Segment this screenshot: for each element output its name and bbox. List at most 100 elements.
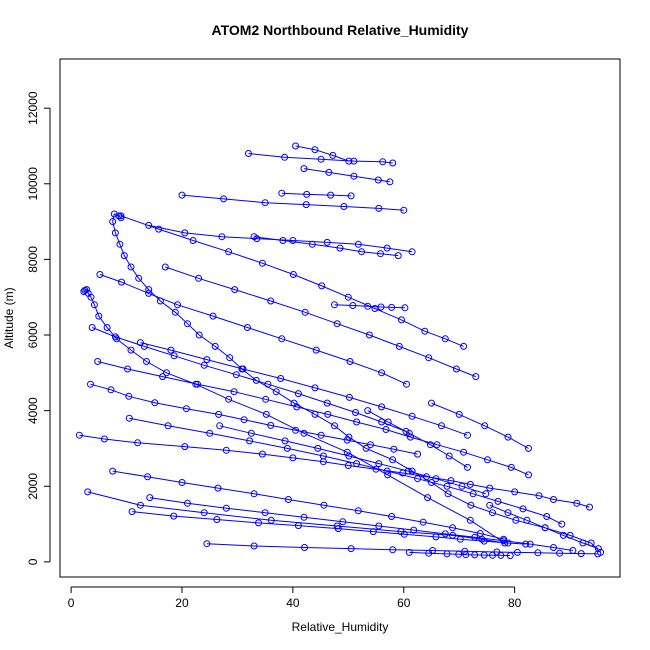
- data-point: [414, 475, 422, 483]
- data-point: [480, 551, 488, 559]
- series-line: [367, 410, 468, 468]
- data-point: [178, 479, 186, 486]
- data-point: [300, 165, 308, 173]
- data-point: [343, 436, 351, 444]
- data-point: [125, 414, 133, 422]
- data-point: [464, 463, 471, 471]
- data-point: [523, 516, 531, 524]
- series-line: [129, 417, 563, 525]
- data-point: [534, 549, 542, 557]
- chart-title: ATOM2 Northbound Relative_Humidity: [212, 22, 469, 38]
- data-point: [344, 293, 352, 301]
- series-line: [92, 327, 407, 432]
- data-point: [377, 250, 384, 258]
- series-line: [165, 266, 476, 378]
- data-point: [400, 206, 408, 214]
- data-point: [389, 456, 397, 464]
- data-point: [347, 192, 355, 200]
- series-21: [136, 339, 471, 439]
- data-point: [267, 421, 275, 429]
- data-point: [400, 530, 408, 538]
- data-point: [388, 303, 396, 311]
- data-point: [216, 422, 224, 430]
- data-point: [267, 297, 275, 305]
- data-point: [124, 365, 132, 373]
- data-point: [239, 365, 247, 373]
- series-line: [181, 194, 404, 211]
- y-tick-label: 12000: [26, 91, 40, 125]
- data-point: [455, 550, 463, 558]
- data-point: [421, 327, 429, 335]
- data-point: [319, 452, 327, 460]
- data-point: [410, 526, 418, 534]
- series-18: [146, 494, 577, 554]
- series-line: [248, 153, 393, 164]
- data-point: [362, 444, 370, 452]
- data-point: [311, 146, 319, 154]
- data-point: [443, 482, 451, 490]
- series-layer: [75, 142, 605, 560]
- data-point: [389, 546, 397, 554]
- data-point: [467, 501, 475, 509]
- data-point: [90, 301, 98, 309]
- data-point: [107, 386, 115, 394]
- data-point: [379, 158, 387, 166]
- data-point: [512, 516, 520, 524]
- data-point: [445, 452, 453, 460]
- data-point: [293, 403, 301, 411]
- data-point: [403, 380, 410, 388]
- data-point: [511, 488, 519, 496]
- data-point: [200, 361, 208, 369]
- data-point: [281, 437, 289, 445]
- data-point: [178, 191, 186, 199]
- data-point: [159, 373, 167, 381]
- data-point: [111, 229, 119, 237]
- series-9: [145, 221, 416, 256]
- data-point: [550, 496, 557, 503]
- data-point: [184, 320, 191, 328]
- y-tick-label: 4000: [26, 397, 40, 424]
- data-point: [389, 159, 397, 167]
- data-point: [261, 199, 269, 207]
- data-point: [250, 233, 258, 241]
- data-point: [489, 551, 496, 559]
- data-point: [174, 301, 181, 309]
- data-point: [258, 259, 266, 267]
- data-point: [336, 244, 344, 252]
- data-point: [95, 312, 103, 320]
- data-point: [541, 524, 549, 532]
- y-axis-label: Altitude (m): [2, 287, 16, 348]
- series-line: [97, 361, 529, 476]
- data-point: [464, 431, 471, 439]
- data-point: [312, 346, 320, 354]
- data-point: [384, 471, 392, 479]
- data-point: [232, 371, 240, 379]
- data-point: [558, 520, 566, 528]
- data-point: [327, 191, 335, 199]
- data-point: [294, 390, 302, 398]
- data-point: [262, 395, 270, 403]
- data-point: [294, 522, 302, 530]
- series-14: [278, 189, 355, 200]
- data-point: [365, 331, 373, 339]
- data-point: [300, 429, 308, 437]
- data-point: [340, 203, 348, 210]
- data-point: [100, 435, 108, 443]
- data-point: [471, 551, 479, 559]
- data-point: [424, 494, 432, 502]
- data-point: [398, 316, 405, 324]
- data-point: [525, 444, 532, 452]
- data-point: [155, 225, 163, 233]
- series-10: [178, 191, 408, 214]
- series-line: [120, 215, 464, 347]
- data-point: [375, 460, 383, 468]
- data-point: [329, 151, 337, 159]
- data-point: [250, 542, 258, 550]
- series-line: [149, 497, 573, 551]
- data-point: [333, 320, 341, 328]
- data-point: [118, 278, 125, 286]
- data-point: [486, 484, 494, 492]
- data-point: [247, 429, 255, 437]
- data-point: [484, 456, 491, 464]
- data-point: [181, 229, 189, 237]
